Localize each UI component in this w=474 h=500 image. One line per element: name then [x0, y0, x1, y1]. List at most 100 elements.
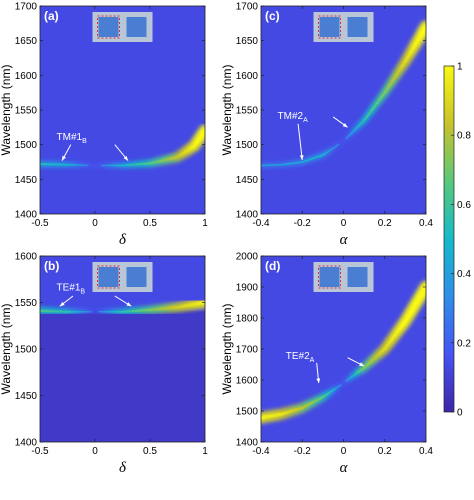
y-tick-label: 2000: [236, 252, 259, 263]
y-tick-label: 1700: [15, 2, 38, 13]
panel-b: (b) TE#1B -0.5 0 0.5 1 1400 1450 1500 1550 1600…: [0, 252, 208, 477]
panel-c-annotation-sub: A: [303, 117, 308, 124]
x-tick-label: -0.4: [252, 446, 270, 457]
panel-d-annotation: TE#2A: [286, 351, 315, 364]
annotation-arrowhead: [359, 362, 365, 367]
x-tick-label: 0.5: [143, 446, 157, 457]
colorbar-gradient: [443, 65, 455, 413]
y-tick-label: 1450: [236, 175, 259, 186]
panel-d-yticks: 1400 1500 1600 1700 1800 1900 2000: [236, 252, 426, 449]
y-tick-label: 1650: [236, 36, 259, 47]
y-tick-label: 1400: [236, 438, 259, 449]
x-tick-label: 0.2: [378, 446, 392, 457]
inset-dashed-outline: [97, 265, 120, 289]
panel-b-ridge: [40, 296, 205, 315]
panel-c-arrows: [297, 116, 348, 160]
panel-d-inset-icon: [313, 262, 374, 292]
panel-d-xticks: -0.4 -0.2 0 0.2 0.4: [252, 256, 433, 457]
panel-c-annotation: TM#2A: [278, 111, 309, 124]
ridge-core: [421, 25, 426, 33]
panel-b-arrows: [59, 295, 132, 307]
panel-d-label: (d): [265, 259, 280, 273]
x-tick-label: 0: [92, 218, 98, 229]
panel-c-xlabel: α: [340, 232, 349, 248]
y-tick-label: 1650: [15, 36, 38, 47]
panel-b-xlabel: δ: [119, 460, 127, 476]
panel-b-ylabel: Wavelength (nm): [0, 304, 13, 395]
panel-b-yticks: 1400 1450 1500 1550 1600: [15, 252, 205, 449]
annotation-arrowhead: [299, 155, 304, 160]
panel-b-inset-icon: [92, 262, 153, 292]
y-tick-label: 1500: [236, 407, 259, 418]
panel-d: (d) TE#2A -0.4 -0.2 0 0.2 0.4 1400 1500 1600 17…: [220, 252, 433, 477]
annotation-arrowhead: [59, 301, 65, 307]
y-tick-label: 1500: [15, 345, 38, 356]
panel-a: (a) TM#1B -0.5 0 0.5 1 1400 1450 1500 1550 1600…: [0, 2, 208, 249]
inset-dashed-outline: [318, 265, 341, 289]
y-tick-label: 1900: [236, 283, 259, 294]
colorbar-ticks: 0 0.2 0.4 0.6 0.8 1: [451, 62, 471, 419]
y-tick-label: 1600: [236, 71, 259, 82]
x-tick-label: -0.5: [31, 218, 49, 229]
inset-square-left: [319, 267, 340, 287]
panel-a-ylabel: Wavelength (nm): [0, 65, 13, 156]
inset-dashed-outline: [97, 15, 120, 39]
y-tick-label: 1550: [236, 106, 259, 117]
ridge-core: [337, 384, 342, 388]
inset-square-left: [319, 17, 340, 37]
annotation-arrowhead: [123, 155, 128, 161]
y-tick-label: 1600: [15, 71, 38, 82]
y-tick-label: 1550: [15, 106, 38, 117]
panel-b-xticks: -0.5 0 0.5 1: [31, 256, 208, 457]
panel-c-annotation-label: TM#2: [278, 111, 304, 122]
panel-b-annotation: TE#1B: [57, 282, 86, 295]
x-tick-label: 0: [341, 446, 347, 457]
colorbar-tick-label: 0.4: [457, 269, 471, 280]
panel-a-inset-icon: [92, 12, 153, 42]
panel-d-xlabel: α: [340, 460, 349, 476]
panel-d-annotation-label: TE#2: [286, 351, 310, 362]
y-tick-label: 1700: [236, 345, 259, 356]
panel-a-xticks: -0.5 0 0.5 1: [31, 6, 208, 229]
annotation-arrow: [297, 123, 303, 160]
panel-c-label: (c): [265, 9, 280, 23]
annotation-arrowhead: [316, 378, 321, 384]
x-tick-label: 0.4: [419, 218, 433, 229]
panel-b-lower-region: [40, 310, 205, 442]
inset-square-right: [347, 267, 368, 287]
inset-square-right: [126, 267, 147, 287]
panel-d-annotation-sub: A: [310, 357, 315, 364]
panel-c-xticks: -0.4 -0.2 0 0.2 0.4: [252, 6, 433, 229]
y-tick-label: 1450: [15, 391, 38, 402]
colorbar-tick-label: 0: [457, 408, 463, 419]
y-tick-label: 1700: [236, 2, 259, 13]
panel-a-annotation: TM#1B: [57, 132, 88, 145]
panel-a-label: (a): [44, 9, 59, 23]
panel-a-xlabel: δ: [119, 232, 127, 248]
x-tick-label: -0.5: [31, 446, 49, 457]
colorbar-tick-label: 0.2: [457, 338, 471, 349]
panel-a-arrows: [61, 144, 129, 161]
colorbar-tick-label: 0.6: [457, 200, 471, 211]
x-tick-label: 0: [92, 446, 98, 457]
y-tick-label: 1500: [15, 140, 38, 151]
annotation-arrowhead: [126, 302, 132, 307]
panel-a-annotation-label: TM#1: [57, 132, 83, 143]
annotation-arrowhead: [342, 123, 348, 128]
ridge-core: [335, 144, 339, 147]
x-tick-label: 0.4: [419, 446, 433, 457]
ridge-core: [421, 285, 426, 294]
inset-square-right: [347, 17, 368, 37]
panel-c-inset-icon: [313, 12, 374, 42]
colorbar-tick-label: 0.8: [457, 131, 471, 142]
panel-c: (c) TM#2A -0.4 -0.2 0 0.2 0.4 1400 1450 1500 15…: [220, 2, 433, 249]
y-tick-label: 1800: [236, 314, 259, 325]
y-tick-label: 1400: [15, 438, 38, 449]
x-tick-label: -0.4: [252, 218, 270, 229]
panel-a-ridge: [40, 124, 205, 169]
panel-c-ylabel: Wavelength (nm): [220, 65, 234, 156]
colorbar-tick-label: 1: [457, 62, 463, 73]
y-tick-label: 1400: [15, 210, 38, 221]
y-tick-label: 1600: [236, 376, 259, 387]
panel-a-annotation-sub: B: [82, 138, 87, 145]
